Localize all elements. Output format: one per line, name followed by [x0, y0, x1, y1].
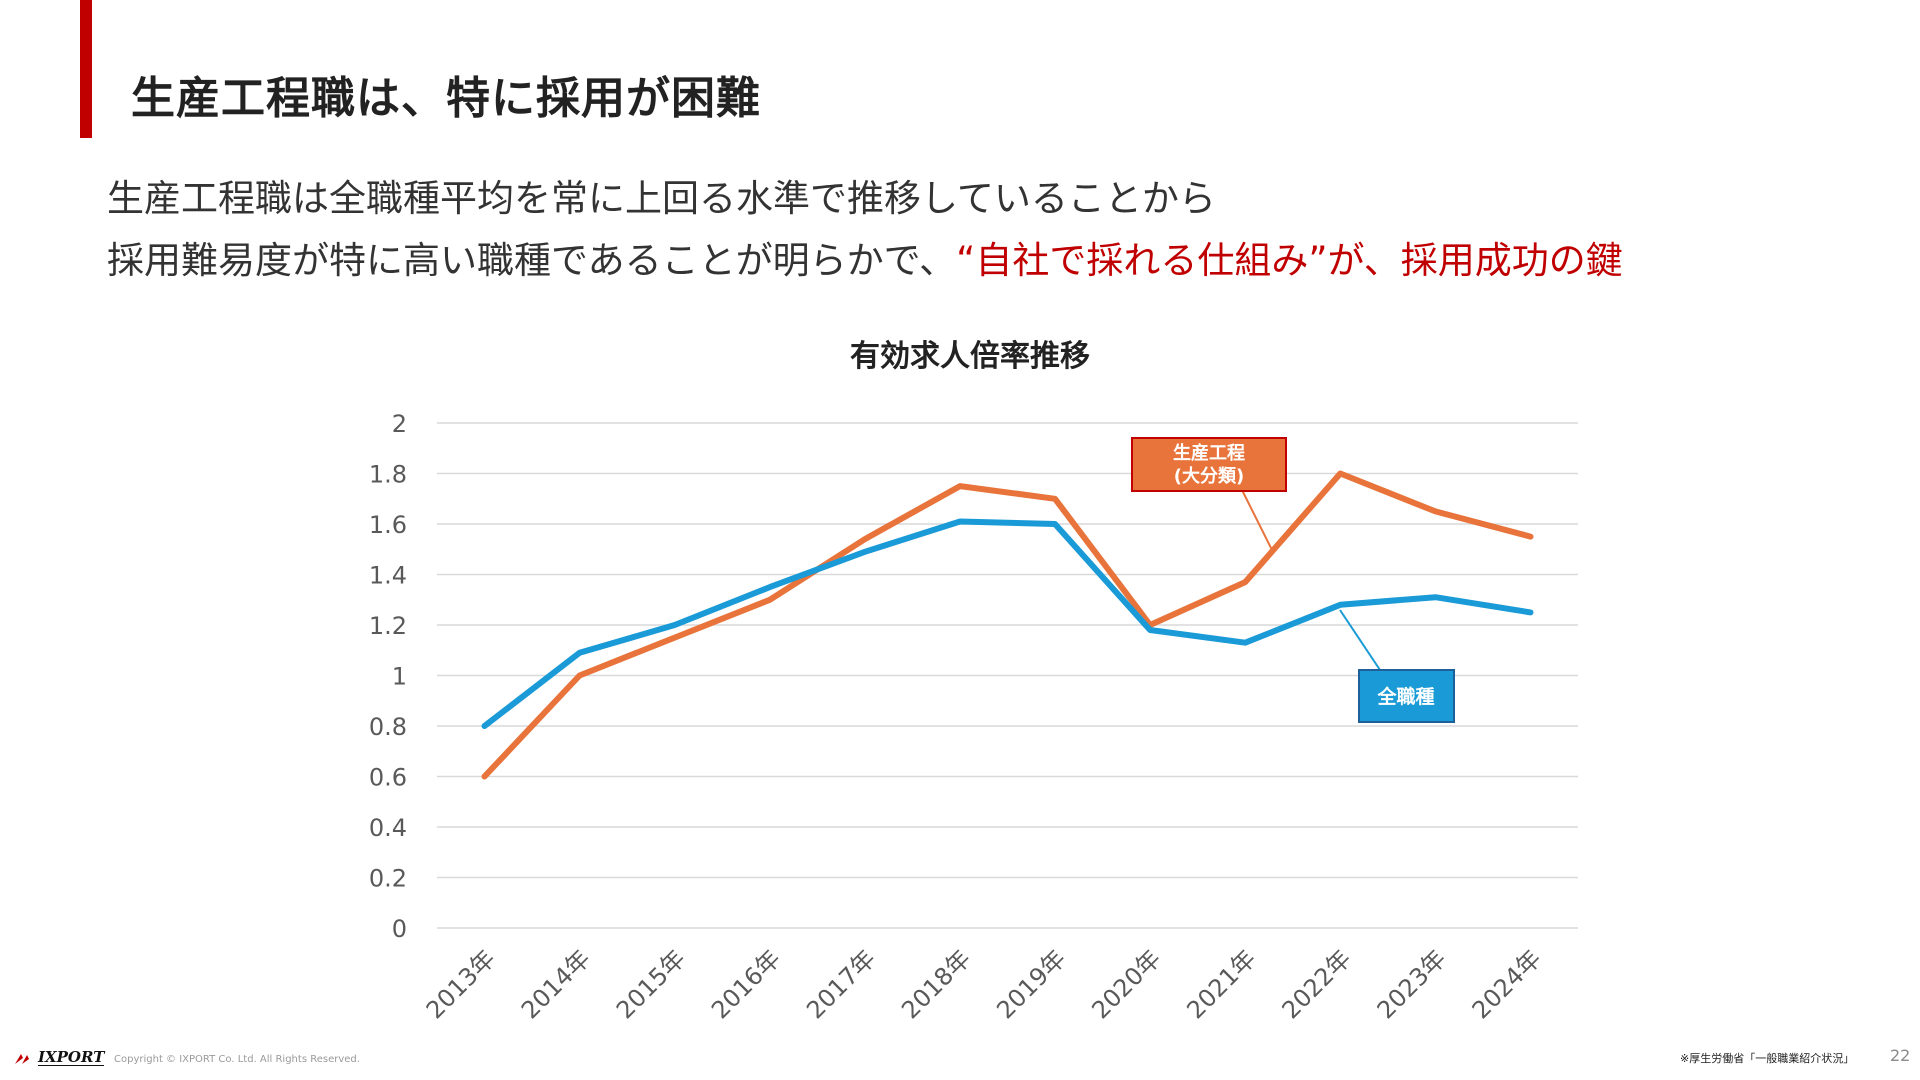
x-tick-label: 2013年 — [421, 944, 501, 1024]
y-tick-label: 1.8 — [369, 461, 407, 489]
callout-box-all-jobs — [1358, 669, 1455, 723]
x-tick-label: 2023年 — [1372, 944, 1452, 1024]
title-accent-bar — [80, 0, 92, 138]
x-tick-label: 2021年 — [1181, 944, 1261, 1024]
y-tick-label: 0.6 — [369, 764, 407, 792]
callout-box-production — [1131, 437, 1287, 492]
x-tick-label: 2018年 — [896, 944, 976, 1024]
x-tick-label: 2015年 — [611, 944, 691, 1024]
x-axis-ticks: 2013年 2014年 2015年 2016年 2017年 2018年 2019年 2020年… — [421, 944, 1547, 1024]
y-tick-label: 2 — [392, 410, 407, 438]
logo-mark-icon — [15, 1054, 29, 1064]
callout-leader-all-jobs — [1339, 609, 1381, 671]
series-callouts: 生産工程(大分類) 全職種 — [1131, 437, 1455, 723]
x-tick-label: 2016年 — [706, 944, 786, 1024]
company-logo: IXPORT — [14, 1048, 105, 1066]
source-note: ※厚生労働省「一般職業紹介状況」 — [1680, 1052, 1855, 1065]
y-tick-label: 1.4 — [369, 562, 407, 590]
logo-text: IXPORT — [38, 1048, 105, 1066]
page-title: 生産工程職は、特に採用が困難 — [131, 73, 761, 124]
x-tick-label: 2022年 — [1277, 944, 1357, 1024]
lead-line-2-highlight: “自社で採れる仕組み”が、採用成功の鍵 — [956, 239, 1623, 282]
x-tick-label: 2024年 — [1467, 944, 1547, 1024]
lead-line-2-prefix: 採用難易度が特に高い職種であることが明らかで、 — [107, 239, 957, 282]
callout-leader-production — [1241, 489, 1273, 551]
y-tick-label: 0 — [392, 915, 407, 943]
series-line-all-jobs — [481, 518, 1534, 729]
callout-label-all-jobs: 全職種 — [1376, 685, 1434, 708]
lead-line-1: 生産工程職は全職種平均を常に上回る水準で推移していることから — [107, 177, 1216, 220]
lead-text: 生産工程職は全職種平均を常に上回る水準で推移していることから 採用難易度が特に高… — [107, 168, 1623, 292]
y-tick-label: 0.2 — [369, 865, 407, 893]
chart-title: 有効求人倍率推移 — [850, 339, 1090, 374]
copyright-text: Copyright © IXPORT Co. Ltd. All Rights R… — [114, 1054, 360, 1065]
y-axis-ticks: 0 0.2 0.4 0.6 0.8 1 1.2 1.4 1.6 1.8 2 — [369, 410, 407, 943]
lead-line-2: 採用難易度が特に高い職種であることが明らかで、“自社で採れる仕組み”が、採用成功… — [107, 230, 1623, 292]
y-tick-label: 1.2 — [369, 612, 407, 640]
series-line-production — [481, 470, 1534, 780]
page-number: 22 — [1890, 1046, 1911, 1065]
series-lines — [481, 470, 1534, 780]
y-tick-label: 0.8 — [369, 713, 407, 741]
x-tick-label: 2020年 — [1086, 944, 1166, 1024]
callout-label-production-line1: 生産工程 — [1173, 442, 1245, 464]
callout-label-production-line2: (大分類) — [1174, 465, 1244, 487]
y-tick-label: 0.4 — [369, 814, 407, 842]
y-tick-label: 1.6 — [369, 511, 407, 539]
gridlines — [437, 422, 1578, 929]
y-tick-label: 1 — [392, 663, 407, 691]
x-tick-label: 2019年 — [991, 944, 1071, 1024]
x-tick-label: 2014年 — [516, 944, 596, 1024]
x-tick-label: 2017年 — [801, 944, 881, 1024]
